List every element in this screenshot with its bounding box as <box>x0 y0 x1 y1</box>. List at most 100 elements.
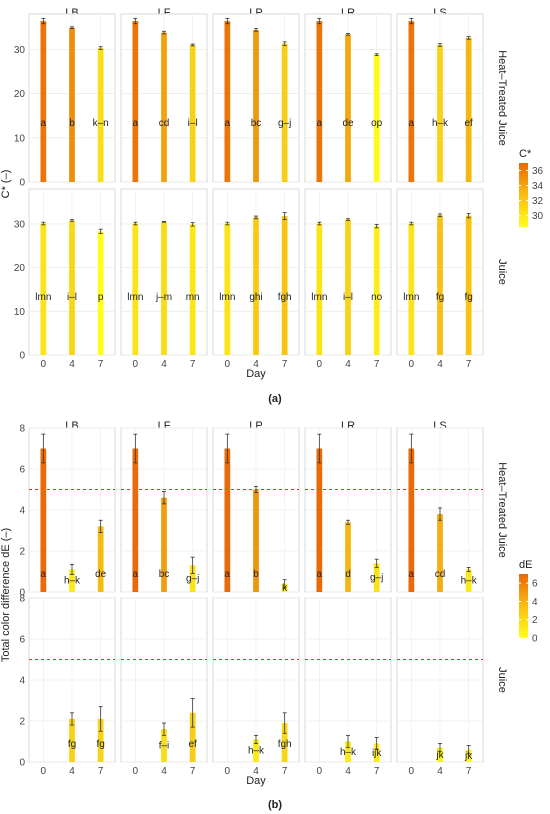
significance-letter: no <box>371 292 383 303</box>
x-tick-label: 0 <box>317 359 323 370</box>
bar <box>253 739 259 762</box>
significance-letter: h–k <box>248 746 265 757</box>
significance-letter: g–j <box>370 573 383 584</box>
bar <box>437 514 443 592</box>
y-axis-title: C* (–) <box>0 170 12 199</box>
bar <box>345 741 351 762</box>
bar <box>437 44 443 182</box>
x-tick-label: 7 <box>190 766 196 777</box>
facet-row-label: Heat–Treated Juice <box>496 50 508 146</box>
x-tick-label: 0 <box>133 359 139 370</box>
significance-letter: a <box>317 569 323 580</box>
bar <box>189 712 196 762</box>
significance-letter: a <box>409 118 415 129</box>
bar <box>281 43 288 183</box>
significance-letter: ijk <box>372 748 382 759</box>
significance-letter: i–l <box>188 118 198 129</box>
bar <box>345 219 351 355</box>
x-tick-label: 0 <box>409 766 415 777</box>
bar <box>40 223 47 355</box>
bar <box>224 21 231 182</box>
significance-letter: i–l <box>67 292 77 303</box>
bar <box>465 37 472 182</box>
significance-letter: b <box>69 118 75 129</box>
x-axis-title: Day <box>246 368 266 380</box>
significance-letter: fg <box>68 739 76 750</box>
bar <box>97 718 104 762</box>
bar <box>132 21 139 182</box>
legend-tick-label: 2 <box>532 615 538 626</box>
x-tick-label: 0 <box>225 766 231 777</box>
bar <box>69 718 75 762</box>
bar <box>316 21 323 182</box>
y-tick-label: 0 <box>19 178 25 189</box>
legend-tick-label: 6 <box>532 579 538 590</box>
bar <box>408 448 415 592</box>
x-tick-label: 4 <box>253 359 259 370</box>
bar <box>408 223 415 355</box>
bar <box>465 749 472 762</box>
facet-row-label: Heat–Treated Juice <box>496 462 508 558</box>
y-tick-label: 10 <box>14 133 26 144</box>
legend-colorbar <box>519 163 528 227</box>
x-tick-label: 4 <box>253 766 259 777</box>
significance-letter: op <box>371 118 383 129</box>
bar <box>161 221 167 355</box>
significance-letter: b <box>253 569 259 580</box>
legend-tick-label: 36 <box>532 166 544 177</box>
significance-letter: a <box>409 569 415 580</box>
facet-row-label: Juice <box>496 259 508 285</box>
x-tick-label: 7 <box>374 359 380 370</box>
x-tick-label: 4 <box>161 766 167 777</box>
x-tick-label: 7 <box>466 766 472 777</box>
significance-letter: lmn <box>311 292 327 303</box>
significance-letter: g–j <box>278 118 291 129</box>
significance-letter: fg <box>464 292 472 303</box>
significance-letter: lmn <box>219 292 235 303</box>
bar <box>189 565 196 592</box>
significance-letter: cd <box>159 118 170 129</box>
legend-tick-label: 4 <box>532 597 538 608</box>
significance-letter: a <box>41 569 47 580</box>
x-tick-label: 0 <box>41 359 47 370</box>
bar <box>465 569 472 592</box>
legend-tick-label: 32 <box>532 196 544 207</box>
significance-letter: ghi <box>249 292 262 303</box>
y-tick-label: 30 <box>14 45 26 56</box>
legend-tick-label: 34 <box>532 181 544 192</box>
bar <box>189 224 196 355</box>
y-tick-label: 20 <box>14 89 26 100</box>
legend-colorbar <box>519 574 528 638</box>
x-tick-label: 4 <box>345 359 351 370</box>
significance-letter: de <box>342 118 354 129</box>
x-tick-label: 7 <box>282 766 288 777</box>
bar <box>132 223 139 355</box>
significance-letter: j–m <box>155 292 172 303</box>
x-tick-label: 7 <box>98 359 104 370</box>
x-tick-label: 4 <box>437 359 443 370</box>
significance-letter: fg <box>96 739 104 750</box>
significance-letter: fgh <box>278 292 292 303</box>
x-tick-label: 7 <box>98 766 104 777</box>
significance-letter: a <box>317 118 323 129</box>
bar <box>189 44 196 182</box>
x-tick-label: 7 <box>466 359 472 370</box>
bar <box>345 34 351 183</box>
bar <box>345 522 351 592</box>
bar <box>373 226 380 355</box>
significance-letter: a <box>133 118 139 129</box>
x-tick-label: 0 <box>409 359 415 370</box>
x-tick-label: 4 <box>437 766 443 777</box>
bar <box>40 21 47 182</box>
facet-row-label: Juice <box>496 667 508 693</box>
y-tick-label: 30 <box>14 219 26 230</box>
x-tick-label: 7 <box>190 359 196 370</box>
bar <box>224 223 231 355</box>
y-tick-label: 6 <box>19 465 25 476</box>
significance-letter: a <box>133 569 139 580</box>
bar <box>97 48 104 182</box>
bar <box>69 220 75 355</box>
significance-letter: a <box>225 569 231 580</box>
y-tick-label: 20 <box>14 263 26 274</box>
